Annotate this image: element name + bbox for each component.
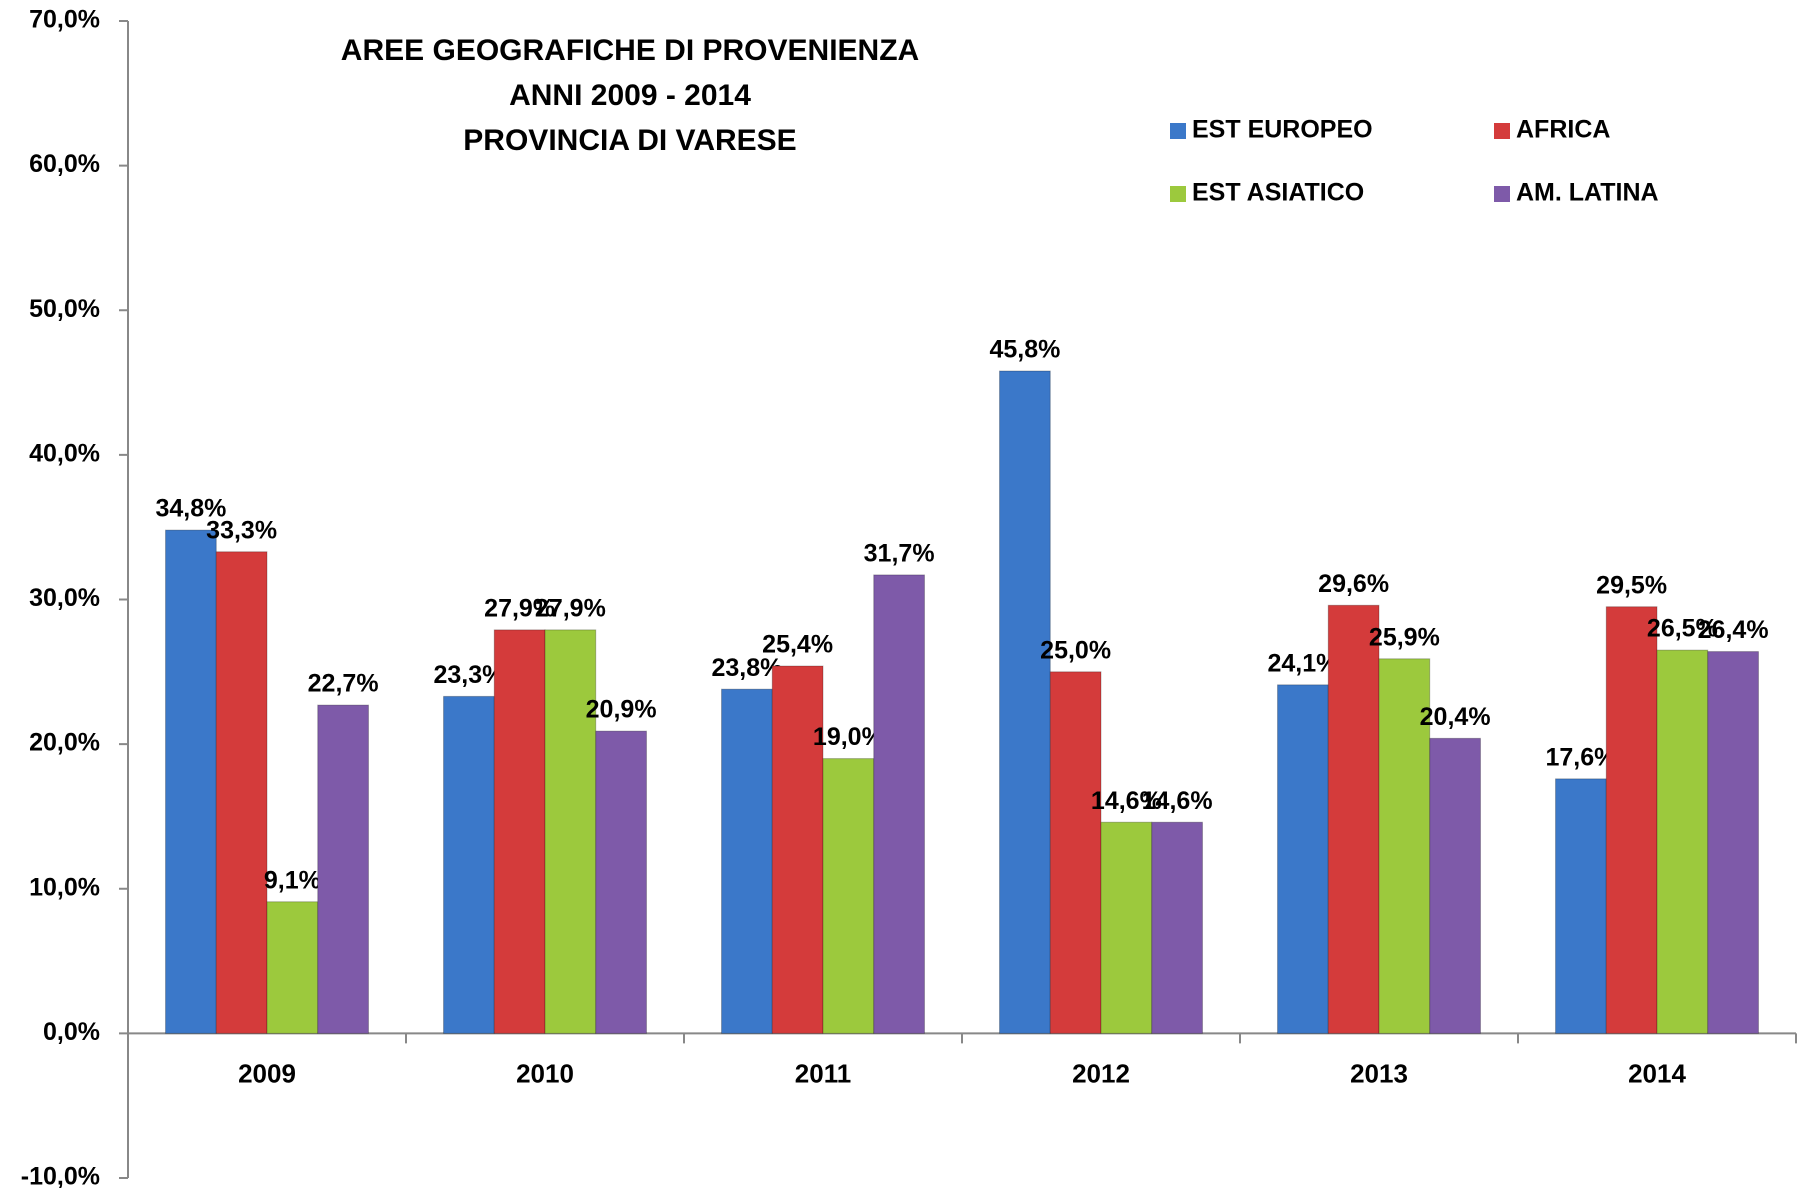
legend-label: EST EUROPEO xyxy=(1192,116,1373,144)
y-tick-label: 40,0% xyxy=(29,439,100,467)
bar xyxy=(721,688,773,1034)
legend-swatch xyxy=(1494,123,1510,139)
bar xyxy=(493,629,546,1034)
x-tick-label: 2009 xyxy=(238,1058,296,1088)
value-label: 19,0% xyxy=(813,723,884,751)
x-tick-label: 2010 xyxy=(516,1058,574,1088)
bar xyxy=(1151,821,1203,1034)
value-label: 23,3% xyxy=(433,661,504,689)
x-tick-label: 2011 xyxy=(795,1058,851,1088)
bar xyxy=(266,901,319,1034)
bar xyxy=(771,665,824,1034)
bar xyxy=(1100,821,1153,1034)
x-tick-label: 2013 xyxy=(1350,1058,1408,1088)
bar xyxy=(215,551,268,1034)
bar xyxy=(1605,606,1658,1034)
bar xyxy=(544,629,597,1034)
bar xyxy=(1049,671,1102,1034)
value-label: 9,1% xyxy=(264,866,321,894)
value-label: 23,8% xyxy=(711,654,782,682)
x-tick-label: 2014 xyxy=(1628,1058,1686,1088)
bar xyxy=(999,370,1051,1034)
legend-label: EST ASIATICO xyxy=(1192,179,1364,207)
value-label: 20,9% xyxy=(586,696,657,724)
value-label: 20,4% xyxy=(1420,703,1491,731)
legend-swatch xyxy=(1170,186,1186,202)
value-label: 33,3% xyxy=(206,516,277,544)
legend-label: AM. LATINA xyxy=(1516,179,1659,207)
value-label: 14,6% xyxy=(1142,787,1213,815)
y-tick-label: 50,0% xyxy=(29,295,100,323)
y-tick-label: 0,0% xyxy=(43,1018,100,1046)
bar xyxy=(443,695,495,1034)
value-label: 25,9% xyxy=(1369,623,1440,651)
value-label: 14,6% xyxy=(1091,787,1162,815)
bar xyxy=(1707,651,1759,1034)
value-label: 25,4% xyxy=(762,631,833,659)
value-label: 34,8% xyxy=(155,495,226,523)
bar xyxy=(317,704,369,1034)
value-label: 27,9% xyxy=(484,594,555,622)
legend-swatch xyxy=(1170,123,1186,139)
bar xyxy=(595,730,647,1034)
y-tick-label: 20,0% xyxy=(29,729,100,757)
value-label: 24,1% xyxy=(1267,649,1338,677)
chart-title: AREE GEOGRAFICHE DI PROVENIENZA xyxy=(341,34,919,67)
bar xyxy=(822,758,875,1034)
bar xyxy=(1429,737,1481,1034)
value-label: 29,5% xyxy=(1596,571,1667,599)
y-tick-label: 30,0% xyxy=(29,584,100,612)
y-tick-label: 10,0% xyxy=(29,873,100,901)
value-label: 25,0% xyxy=(1040,636,1111,664)
bar xyxy=(1555,778,1607,1034)
value-label: 27,9% xyxy=(535,594,606,622)
value-label: 17,6% xyxy=(1545,743,1616,771)
chart-title: PROVINCIA DI VARESE xyxy=(463,124,796,157)
y-tick-label: 70,0% xyxy=(29,6,100,34)
value-label: 45,8% xyxy=(989,336,1060,364)
value-label: 22,7% xyxy=(308,670,379,698)
bar xyxy=(165,529,217,1034)
bar xyxy=(1327,604,1380,1034)
legend-label: AFRICA xyxy=(1516,116,1610,144)
bar xyxy=(1277,684,1329,1034)
legend-swatch xyxy=(1494,186,1510,202)
value-label: 31,7% xyxy=(864,540,935,568)
bar xyxy=(1656,649,1709,1034)
y-tick-label: 60,0% xyxy=(29,150,100,178)
value-label: 26,5% xyxy=(1647,615,1718,643)
value-label: 26,4% xyxy=(1698,616,1769,644)
y-tick-label: -10,0% xyxy=(21,1163,100,1188)
chart-title: ANNI 2009 - 2014 xyxy=(509,79,751,112)
bar xyxy=(873,574,925,1034)
x-tick-label: 2012 xyxy=(1072,1058,1130,1088)
value-label: 29,6% xyxy=(1318,570,1389,598)
